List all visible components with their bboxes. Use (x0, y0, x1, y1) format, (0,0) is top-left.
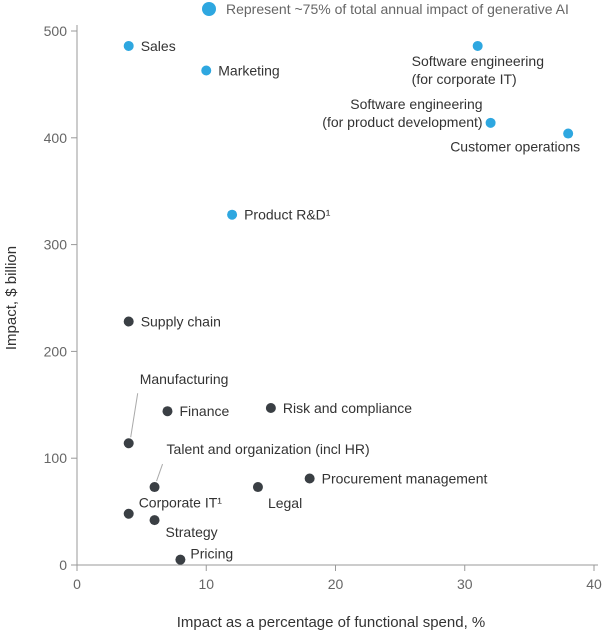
x-tick-label: 20 (328, 576, 344, 592)
data-label: Supply chain (141, 313, 221, 329)
y-tick-label: 300 (44, 237, 68, 253)
data-label: Customer operations (450, 139, 580, 155)
data-label: Software engineering (for corporate IT) (412, 53, 544, 87)
data-label: Strategy (166, 524, 218, 540)
data-labels: Sales Marketing Software engineering (for c… (130, 38, 580, 562)
y-ticks: 0 100 200 300 400 500 (44, 23, 77, 573)
x-tick-label: 0 (73, 576, 81, 592)
data-label: Talent and organization (incl HR) (167, 441, 370, 457)
data-label: Risk and compliance (283, 400, 412, 416)
leader-line (130, 393, 139, 438)
data-label: Marketing (218, 63, 279, 79)
data-points (123, 40, 574, 565)
data-point (227, 209, 238, 220)
data-label: Procurement management (322, 470, 488, 486)
x-axis-label: Impact as a percentage of functional spe… (177, 614, 486, 631)
data-point (485, 117, 496, 128)
axes (76, 25, 598, 566)
data-label: Sales (141, 38, 176, 54)
data-label: Corporate IT¹ (139, 495, 223, 511)
y-tick-label: 200 (44, 343, 68, 359)
data-point (123, 438, 134, 449)
data-point (149, 482, 160, 493)
y-tick-label: 0 (59, 557, 67, 573)
data-label: Pricing (190, 546, 233, 562)
data-label: Manufacturing (140, 371, 229, 387)
data-label: Legal (268, 495, 302, 511)
legend-marker (202, 2, 216, 16)
data-point (123, 40, 134, 51)
data-label: Product R&D¹ (244, 207, 331, 223)
legend-label: Represent ~75% of total annual impact of… (226, 1, 569, 17)
x-tick-label: 10 (198, 576, 214, 592)
data-point (123, 508, 134, 519)
data-point (201, 65, 212, 76)
x-tick-label: 30 (457, 576, 473, 592)
y-axis-label: Impact, $ billion (3, 246, 20, 350)
data-point (563, 128, 574, 139)
y-tick-label: 100 (44, 450, 68, 466)
y-tick-label: 400 (44, 130, 68, 146)
data-point (265, 403, 276, 414)
x-ticks: 0 10 20 30 40 (73, 565, 602, 592)
leader-line (156, 463, 164, 482)
y-tick-label: 500 (44, 23, 68, 39)
data-point (162, 406, 173, 417)
data-label: Finance (179, 403, 229, 419)
data-point (304, 473, 315, 484)
data-point (149, 515, 160, 526)
data-point (472, 40, 483, 51)
data-point (175, 554, 186, 565)
legend: Represent ~75% of total annual impact of… (202, 1, 569, 17)
data-point (252, 482, 263, 493)
data-point (123, 316, 134, 327)
x-tick-label: 40 (586, 576, 602, 592)
data-label: Software engineering (for product develop… (322, 96, 482, 130)
